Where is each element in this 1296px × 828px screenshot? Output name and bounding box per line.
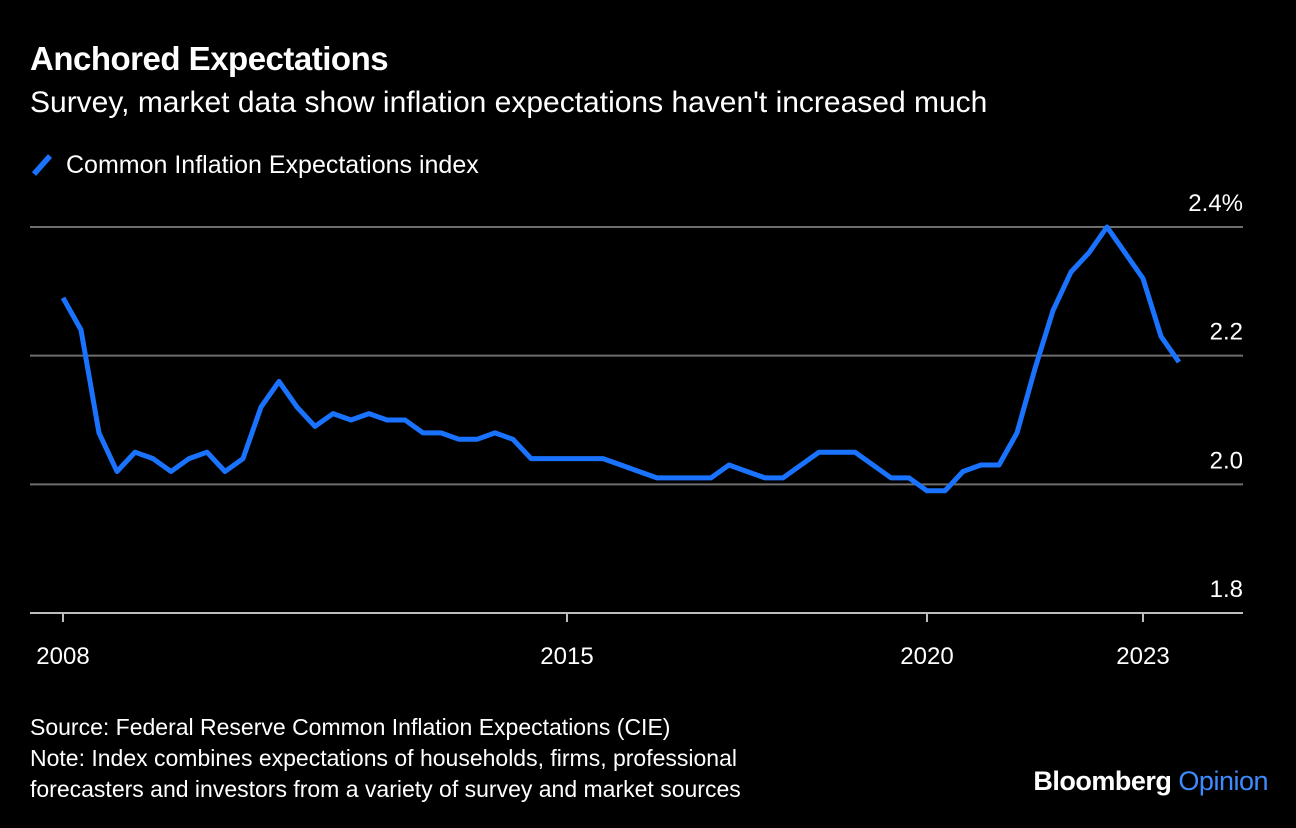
- footer: Source: Federal Reserve Common Inflation…: [30, 712, 741, 805]
- x-tick-2: 2020: [900, 643, 953, 670]
- x-tick-3: 2023: [1116, 643, 1169, 670]
- brand-logo: Bloomberg Opinion: [1033, 766, 1268, 797]
- note-line-2: forecasters and investors from a variety…: [30, 776, 741, 802]
- series-group: [60, 224, 1182, 494]
- y-tick-2: 2.0: [1210, 447, 1243, 474]
- legend-swatch: [31, 154, 53, 176]
- source-note: Source: Federal Reserve Common Inflation…: [30, 714, 671, 740]
- x-tick-1: 2015: [540, 643, 593, 670]
- note-line-1: Note: Index combines expectations of hou…: [30, 745, 737, 771]
- series-line-0: [60, 224, 1182, 494]
- x-tick-0: 2008: [36, 643, 89, 670]
- chart-title: Anchored Expectations: [30, 40, 389, 77]
- gridlines: [30, 226, 1243, 614]
- y-tick-3: 1.8: [1210, 576, 1243, 603]
- legend: Common Inflation Expectations index: [30, 150, 479, 180]
- brand-suffix: Opinion: [1178, 766, 1268, 796]
- y-tick-labels: 2.4% 2.2 2.0 1.8: [1188, 190, 1243, 603]
- brand-name: Bloomberg: [1033, 766, 1172, 796]
- y-tick-1: 2.2: [1210, 319, 1243, 346]
- chart-subtitle: Survey, market data show inflation expec…: [30, 86, 988, 119]
- x-tick-labels: 2008 2015 2020 2023: [36, 613, 1170, 670]
- legend-label: Common Inflation Expectations index: [66, 150, 479, 179]
- y-tick-0: 2.4%: [1188, 190, 1243, 217]
